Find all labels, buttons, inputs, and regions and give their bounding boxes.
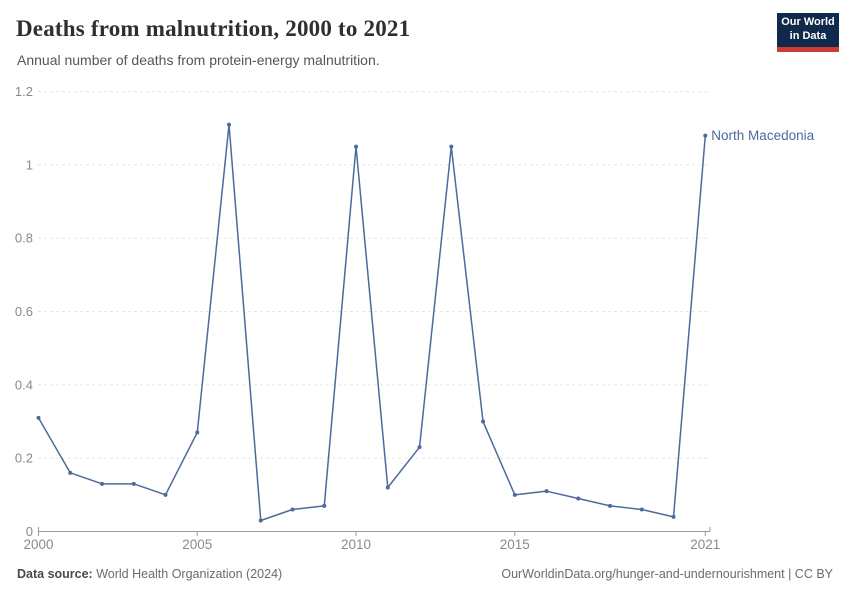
data-point (608, 503, 613, 508)
data-source-label: Data source: (17, 567, 93, 581)
y-tick-label: 1 (26, 157, 33, 172)
data-point (163, 492, 168, 497)
data-point (354, 144, 359, 149)
data-source-value: World Health Organization (2024) (92, 567, 283, 581)
page-title: Deaths from malnutrition, 2000 to 2021 (16, 16, 411, 41)
data-point (227, 122, 232, 127)
data-point (512, 492, 517, 497)
y-tick-label: 1.2 (15, 84, 33, 99)
series-label: North Macedonia (711, 128, 814, 143)
owid-logo: Our World in Data (777, 13, 839, 52)
data-point (100, 481, 105, 486)
chart-footer: Data source: World Health Organization (… (17, 567, 833, 581)
y-tick-label: 0.4 (15, 377, 33, 392)
chart-subtitle: Annual number of deaths from protein-ene… (17, 52, 380, 68)
data-point (639, 507, 644, 512)
y-tick-label: 0 (26, 524, 33, 539)
data-source: Data source: World Health Organization (… (17, 567, 282, 581)
data-point (417, 445, 422, 450)
x-tick-label: 2010 (341, 537, 371, 552)
data-point (385, 485, 390, 490)
x-tick-label: 2021 (690, 537, 720, 552)
data-point (322, 503, 327, 508)
data-point (258, 518, 263, 523)
y-tick-label: 0.2 (15, 451, 33, 466)
credit-link[interactable]: OurWorldinData.org/hunger-and-undernouri… (501, 567, 833, 581)
x-tick-label: 2015 (500, 537, 530, 552)
data-line (37, 123, 707, 522)
owid-logo-line2: in Data (789, 29, 827, 42)
data-point (449, 144, 454, 149)
owid-logo-line1: Our World (781, 16, 835, 28)
data-point (576, 496, 581, 501)
data-point (671, 514, 676, 519)
data-point (131, 481, 136, 486)
data-point (195, 430, 200, 435)
data-point (703, 133, 708, 138)
y-tick-label: 0.8 (15, 231, 33, 246)
data-point (481, 419, 486, 424)
data-point (544, 489, 549, 494)
x-tick-label: 2000 (23, 537, 53, 552)
data-point (68, 470, 73, 475)
data-point (36, 415, 41, 420)
data-point (290, 507, 295, 512)
x-tick-label: 2005 (182, 537, 212, 552)
y-tick-label: 0.6 (15, 304, 33, 319)
